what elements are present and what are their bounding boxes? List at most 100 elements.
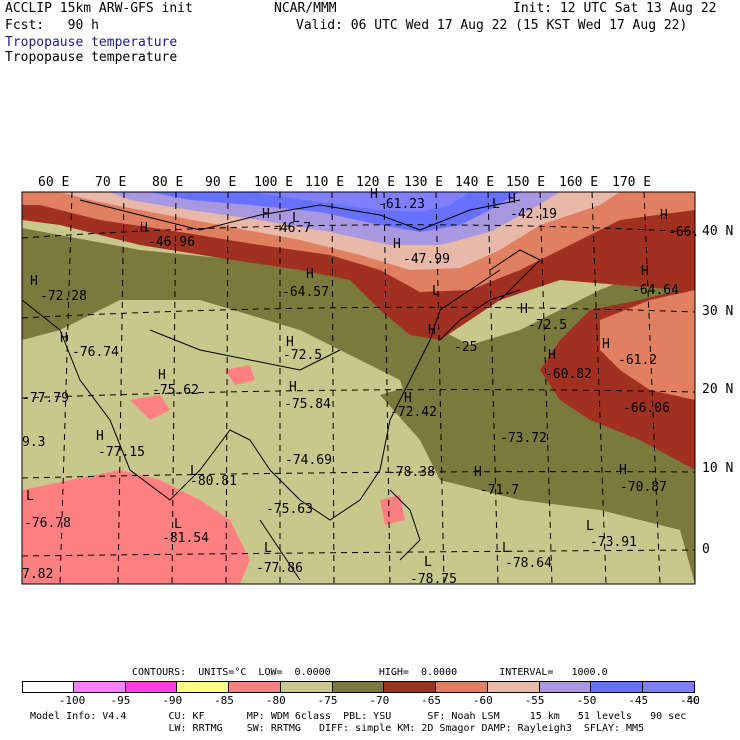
- colorbar-label: -95: [110, 694, 131, 707]
- contour-value-label: -47.99: [403, 252, 450, 267]
- low-marker: L: [432, 284, 440, 299]
- colorbar-swatch: [487, 681, 540, 693]
- contour-value-label: -60.82: [545, 367, 592, 382]
- lat-label: 40 N: [702, 224, 733, 239]
- longitude-labels: 60 E 70 E 80 E 90 E 100 E 110 E 120 E 130 E 140 …: [38, 175, 651, 190]
- high-markers: H H H H H H H H H H H H H H H H H H H H H: [30, 187, 668, 480]
- colorbar-unit: °C: [686, 694, 700, 707]
- low-marker: L: [502, 541, 510, 556]
- contour-value-label: -46.7: [272, 221, 311, 236]
- lon-label: 140 E: [455, 175, 494, 190]
- contour-value-label: -72.42: [390, 405, 437, 420]
- low-marker: L: [492, 197, 500, 212]
- contour-value-label: -77.15: [98, 445, 145, 460]
- high-marker: H: [474, 465, 482, 480]
- valid-time: Valid: 06 UTC Wed 17 Aug 22 (15 KST Wed …: [296, 18, 688, 33]
- contour-value-label: -80.81: [190, 474, 237, 489]
- contour-value-label: -66.06: [623, 401, 670, 416]
- high-marker: H: [140, 221, 148, 236]
- init-time: Init: 12 UTC Sat 13 Aug 22: [513, 1, 717, 16]
- low-marker: L: [424, 555, 432, 570]
- colorbar-swatch: [436, 681, 488, 693]
- lon-label: 70 E: [95, 175, 126, 190]
- contour-value-label: 9.3: [22, 435, 45, 450]
- contour-value-label: -64.57: [282, 285, 329, 300]
- contour-value-label: -70.87: [620, 480, 667, 495]
- high-marker: H: [641, 264, 649, 279]
- colorbar-swatch: [177, 681, 230, 693]
- lon-label: 130 E: [404, 175, 443, 190]
- colorbar-swatch: [229, 681, 281, 693]
- contour-value-label: -74.69: [285, 453, 332, 468]
- lat-label: 20 N: [702, 382, 733, 397]
- colorbar-swatch: [280, 681, 333, 693]
- colorbar-label: -85: [214, 694, 234, 707]
- low-marker: L: [586, 519, 594, 534]
- model-info-line1: Model Info: V4.4 CU: KF MP: WDM 6class P…: [30, 711, 687, 722]
- contour-value-label: -71.7: [480, 483, 519, 498]
- contour-value-label: -77.86: [256, 561, 303, 576]
- contour-value-label: -78.64: [505, 556, 552, 571]
- colorbar-label: -65: [421, 694, 442, 707]
- contour-value-label: -76.74: [72, 345, 119, 360]
- colorbar-swatch: [22, 681, 74, 693]
- field-title-shaded: Tropopause temperature: [5, 35, 178, 50]
- lon-label: 170 E: [612, 175, 651, 190]
- high-marker: H: [370, 187, 378, 202]
- high-marker: H: [306, 267, 314, 282]
- low-marker: L: [292, 211, 300, 226]
- contour-value-label: -25: [454, 340, 477, 355]
- contour-value-label: 7.82: [22, 567, 53, 582]
- colorbar-swatch: [384, 681, 437, 693]
- high-marker: H: [286, 335, 294, 350]
- colorbar-swatch: [539, 681, 592, 693]
- colorbar-label: -100: [58, 694, 86, 707]
- high-marker: H: [158, 368, 166, 383]
- contour-value-label: -42.19: [510, 207, 557, 222]
- contour-value-label: -73.72: [500, 431, 547, 446]
- colorbar-label: -75: [317, 694, 338, 707]
- map-frame: [21, 191, 696, 585]
- tropopause-temperature-field: [22, 192, 695, 584]
- coastlines: [22, 199, 541, 581]
- forecast-hour: Fcst: 90 h: [5, 18, 99, 33]
- contour-value-label: -78.75: [410, 572, 457, 587]
- contour-value-label: -72.5: [528, 318, 567, 333]
- lon-label: 60 E: [38, 175, 69, 190]
- colorbar-label: -55: [524, 694, 545, 707]
- latitude-labels: 40 N 30 N 20 N 10 N 0: [702, 224, 733, 557]
- contour-value-label: -64.64: [632, 283, 679, 298]
- contour-value-label: -75.62: [152, 383, 199, 398]
- contour-info: CONTOURS: UNITS=°C LOW= 0.0000 HIGH= 0.0…: [132, 667, 608, 678]
- contour-value-label: -66.: [668, 225, 699, 240]
- high-marker: H: [428, 323, 436, 338]
- contour-annotations: -61.23 -42.19 -46.96 -46.7 -47.99 -66. -72.28 -…: [22, 197, 699, 587]
- colorbar-label: -40: [680, 694, 700, 707]
- colorbar-label: -50: [576, 694, 597, 707]
- contour-value-label: -75.84: [284, 397, 331, 412]
- model-info-line2: LW: RRTMG SW: RRTMG DIFF: simple KM: 2D …: [30, 723, 645, 734]
- contour-value-label: -76.78: [24, 516, 71, 531]
- lat-label: 10 N: [702, 461, 733, 476]
- colorbar-label: -70: [369, 694, 390, 707]
- colorbar-label: -90: [162, 694, 183, 707]
- high-marker: H: [602, 337, 610, 352]
- low-markers: L L L L L L L L L L: [26, 197, 594, 570]
- contour-value-label: -75.63: [266, 502, 313, 517]
- low-marker: L: [26, 489, 34, 504]
- colorbar-label: -80: [265, 694, 286, 707]
- contour-value-label: -46.96: [148, 235, 195, 250]
- contour-value-label: -78.38: [388, 465, 435, 480]
- high-marker: H: [520, 302, 528, 317]
- colorbar-swatch: [591, 681, 644, 693]
- colorbar-swatch: [332, 681, 385, 693]
- field-title-contour: Tropopause temperature: [5, 50, 178, 65]
- high-marker: H: [289, 380, 297, 395]
- contour-value-label: -77.79: [22, 391, 69, 406]
- contour-value-label: -72.5: [283, 348, 322, 363]
- high-marker: H: [508, 192, 516, 207]
- high-marker: H: [262, 207, 270, 222]
- colorbar-label: -45: [628, 694, 649, 707]
- high-marker: H: [548, 348, 556, 363]
